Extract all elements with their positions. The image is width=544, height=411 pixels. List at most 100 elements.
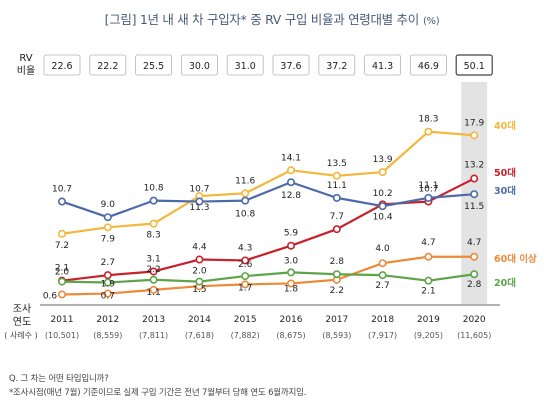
rv-ratio-value: 31.0 (235, 61, 256, 72)
rv-ratio-box (180, 54, 218, 76)
data-point-20s (241, 272, 250, 281)
legend-label-50s: 50대 (494, 167, 516, 179)
year-tick-label: 2019 (417, 315, 440, 325)
year-tick-label: 2015 (234, 315, 257, 325)
data-label-40s: 11.6 (235, 176, 255, 186)
legend-label-40s: 40대 (494, 120, 516, 132)
data-label-50s: 2.7 (101, 258, 115, 268)
sample-size-label: (9,205) (414, 331, 443, 340)
data-label-20s: 2.0 (55, 268, 70, 278)
rv-ratio-value: 30.0 (189, 61, 210, 72)
data-label-40s: 14.1 (281, 153, 301, 163)
data-point-50s (149, 267, 158, 276)
data-label-30s: 10.2 (373, 189, 393, 199)
sample-size-label: (8,593) (322, 331, 351, 340)
data-point-20s (424, 276, 433, 285)
rv-ratio-value: 50.1 (464, 61, 485, 72)
data-label-50s: 7.7 (330, 212, 344, 222)
data-label-50s: 3.1 (146, 254, 160, 264)
series-line-60s (61, 255, 475, 296)
data-point-60s (286, 279, 295, 288)
data-point-40s (470, 131, 479, 140)
chart-title-text: [그림] 1년 내 새 차 구입자* 중 RV 구입 비율과 연령대별 추이 (104, 12, 420, 27)
rv-ratio-value: 37.2 (326, 61, 347, 72)
legend-label-20s: 20대 (494, 277, 516, 289)
legend-label-60s: 60대 이상 (494, 253, 537, 265)
data-label-50s: 13.2 (464, 161, 484, 171)
data-label-40s: 13.5 (327, 159, 347, 169)
data-label-30s: 10.8 (235, 210, 255, 220)
data-label-60s: 1.5 (192, 285, 206, 295)
data-label-50s: 5.9 (284, 229, 299, 239)
sample-size-label: (10,501) (45, 331, 79, 340)
data-label-30s: 11.1 (327, 181, 347, 191)
rv-ratio-box (272, 54, 310, 76)
rv-ratio-box (43, 54, 81, 76)
rv-ratio-box (135, 54, 173, 76)
data-label-30s: 12.8 (281, 191, 301, 201)
data-label-40s: 13.9 (373, 155, 393, 165)
data-label-50s: 10.7 (418, 185, 438, 195)
data-label-30s: 10.8 (144, 184, 164, 194)
data-point-30s (241, 196, 250, 205)
data-point-60s (57, 290, 66, 299)
data-point-20s (470, 270, 479, 279)
data-point-20s (332, 270, 341, 279)
chart-title: [그림] 1년 내 새 차 구입자* 중 RV 구입 비율과 연령대별 추이 (%… (0, 9, 544, 28)
question-note: Q. 그 차는 어떤 타입입니까? (9, 374, 109, 384)
year-tick-label: 2018 (371, 315, 394, 325)
rv-label-line2: 비율 (17, 65, 35, 77)
data-label-50s: 4.3 (238, 243, 252, 253)
data-label-20s: 3.0 (284, 256, 299, 266)
data-point-30s (149, 196, 158, 205)
legend-label-30s: 30대 (494, 185, 516, 197)
data-point-20s (378, 271, 387, 280)
data-label-30s: 11.5 (464, 202, 484, 212)
data-label-60s: 0.7 (101, 292, 115, 302)
data-point-40s (378, 168, 387, 177)
data-point-60s (424, 252, 433, 261)
rv-label-line1: RV (19, 53, 32, 64)
data-point-20s (149, 275, 158, 284)
sample-size-label: (7,811) (139, 331, 168, 340)
data-point-60s (378, 259, 387, 268)
sample-size-label: (7,618) (185, 331, 214, 340)
rv-ratio-value: 37.6 (280, 61, 301, 72)
data-point-20s (103, 278, 112, 287)
series-line-50s (61, 177, 475, 282)
chart-unit: (%) (422, 16, 440, 27)
data-label-40s: 17.9 (464, 118, 484, 128)
data-point-60s (470, 252, 479, 261)
data-label-60s: 1.8 (284, 284, 299, 294)
rv-ratio-box (455, 54, 493, 76)
data-point-50s (470, 174, 479, 183)
data-label-40s: 8.3 (146, 231, 160, 241)
year-tick-label: 2014 (188, 315, 211, 325)
data-label-20s: 2.6 (238, 260, 253, 270)
survey-timing-note: *조사시점(매년 7월) 기준이므로 실제 구입 기간은 전년 7월부터 당해 … (9, 388, 307, 398)
data-label-40s: 7.2 (55, 241, 69, 251)
sample-size-label: (7,882) (231, 331, 260, 340)
data-label-60s: 1.7 (238, 283, 252, 293)
data-label-30s: 11.1 (418, 181, 438, 191)
data-label-40s: 11.3 (189, 203, 209, 213)
data-label-30s: 9.0 (101, 200, 116, 210)
data-label-60s: 4.7 (421, 238, 435, 248)
series-line-30s (61, 181, 475, 219)
rv-ratio-box (226, 54, 264, 76)
year-tick-label: 2012 (96, 315, 119, 325)
data-label-20s: 2.8 (467, 280, 482, 290)
data-label-50s: 4.4 (192, 243, 207, 253)
data-label-20s: 2.1 (421, 287, 435, 297)
data-label-60s: 1.1 (146, 288, 160, 298)
series-line-40s (61, 130, 475, 235)
data-label-40s: 7.9 (101, 234, 116, 244)
rv-ratio-box (89, 54, 127, 76)
survey-label-line2: 연도 (13, 316, 31, 328)
data-point-30s (378, 202, 387, 211)
data-point-30s (195, 197, 204, 206)
rv-ratio-value: 22.6 (51, 61, 72, 72)
rv-ratio-box (409, 54, 447, 76)
rv-ratio-box (318, 54, 356, 76)
